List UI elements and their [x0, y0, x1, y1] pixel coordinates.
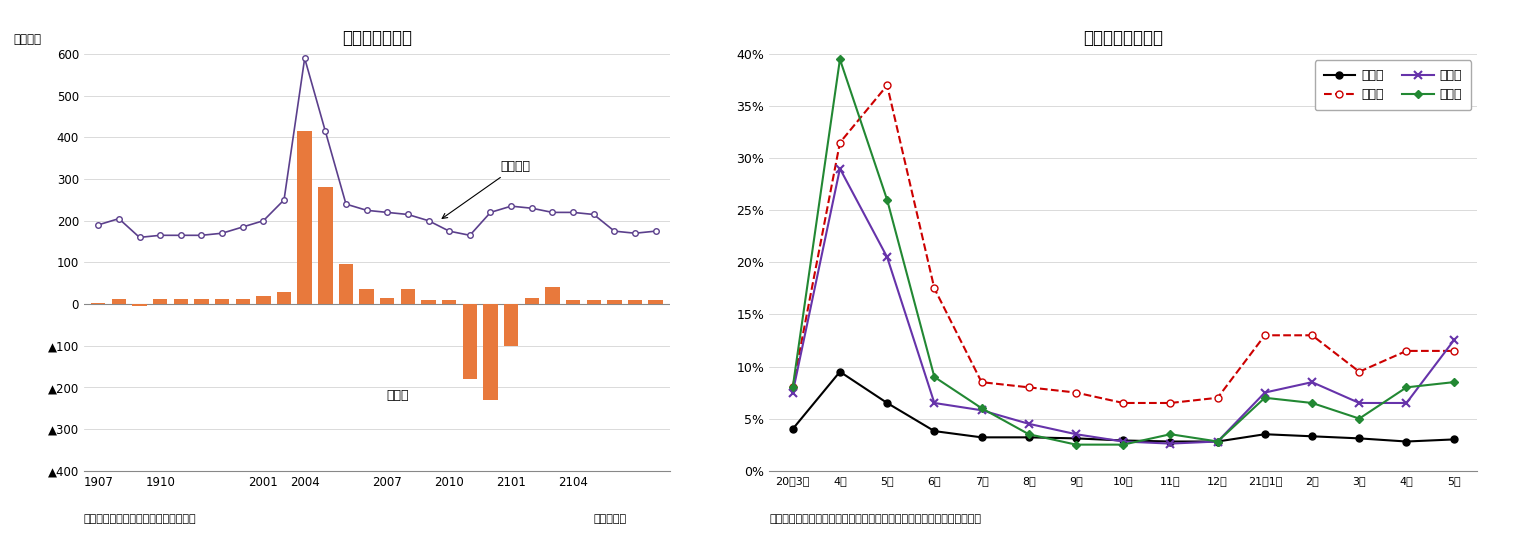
- Text: 休業者数: 休業者数: [442, 160, 532, 219]
- Text: （年・月）: （年・月）: [594, 514, 627, 524]
- Bar: [297, 131, 312, 304]
- Bar: [174, 299, 187, 304]
- Bar: [318, 187, 332, 304]
- Bar: [236, 299, 250, 304]
- Text: （万人）: （万人）: [14, 33, 41, 46]
- Bar: [586, 300, 602, 304]
- Bar: [111, 299, 126, 304]
- Bar: [215, 299, 230, 304]
- Text: （資料）総務省統計局「労働力調査」　（注）休業率＝休業者／就業者: （資料）総務省統計局「労働力調査」 （注）休業率＝休業者／就業者: [769, 514, 981, 524]
- Bar: [463, 304, 477, 379]
- Bar: [608, 300, 621, 304]
- Bar: [649, 300, 663, 304]
- Bar: [91, 303, 105, 304]
- Bar: [524, 298, 539, 304]
- Bar: [567, 300, 580, 304]
- Text: 前年差: 前年差: [387, 389, 408, 402]
- Bar: [359, 289, 373, 304]
- Bar: [627, 300, 643, 304]
- Bar: [401, 289, 416, 304]
- Bar: [381, 298, 394, 304]
- Bar: [504, 304, 518, 346]
- Legend: 全産業, 宿泊業, 飲食店, 娯楽業: 全産業, 宿泊業, 飲食店, 娯楽業: [1314, 61, 1471, 110]
- Title: 主な産業別休業率: 主な産業別休業率: [1083, 29, 1164, 47]
- Bar: [277, 292, 291, 304]
- Bar: [483, 304, 498, 400]
- Bar: [195, 299, 209, 304]
- Bar: [338, 265, 353, 304]
- Text: （資料）総務省統計局「労働力調査」: （資料）総務省統計局「労働力調査」: [84, 514, 196, 524]
- Bar: [133, 304, 146, 306]
- Bar: [442, 300, 457, 304]
- Title: 休業者数の推移: 休業者数の推移: [343, 29, 411, 47]
- Bar: [256, 296, 271, 304]
- Bar: [422, 300, 436, 304]
- Bar: [545, 287, 559, 304]
- Bar: [152, 299, 168, 304]
